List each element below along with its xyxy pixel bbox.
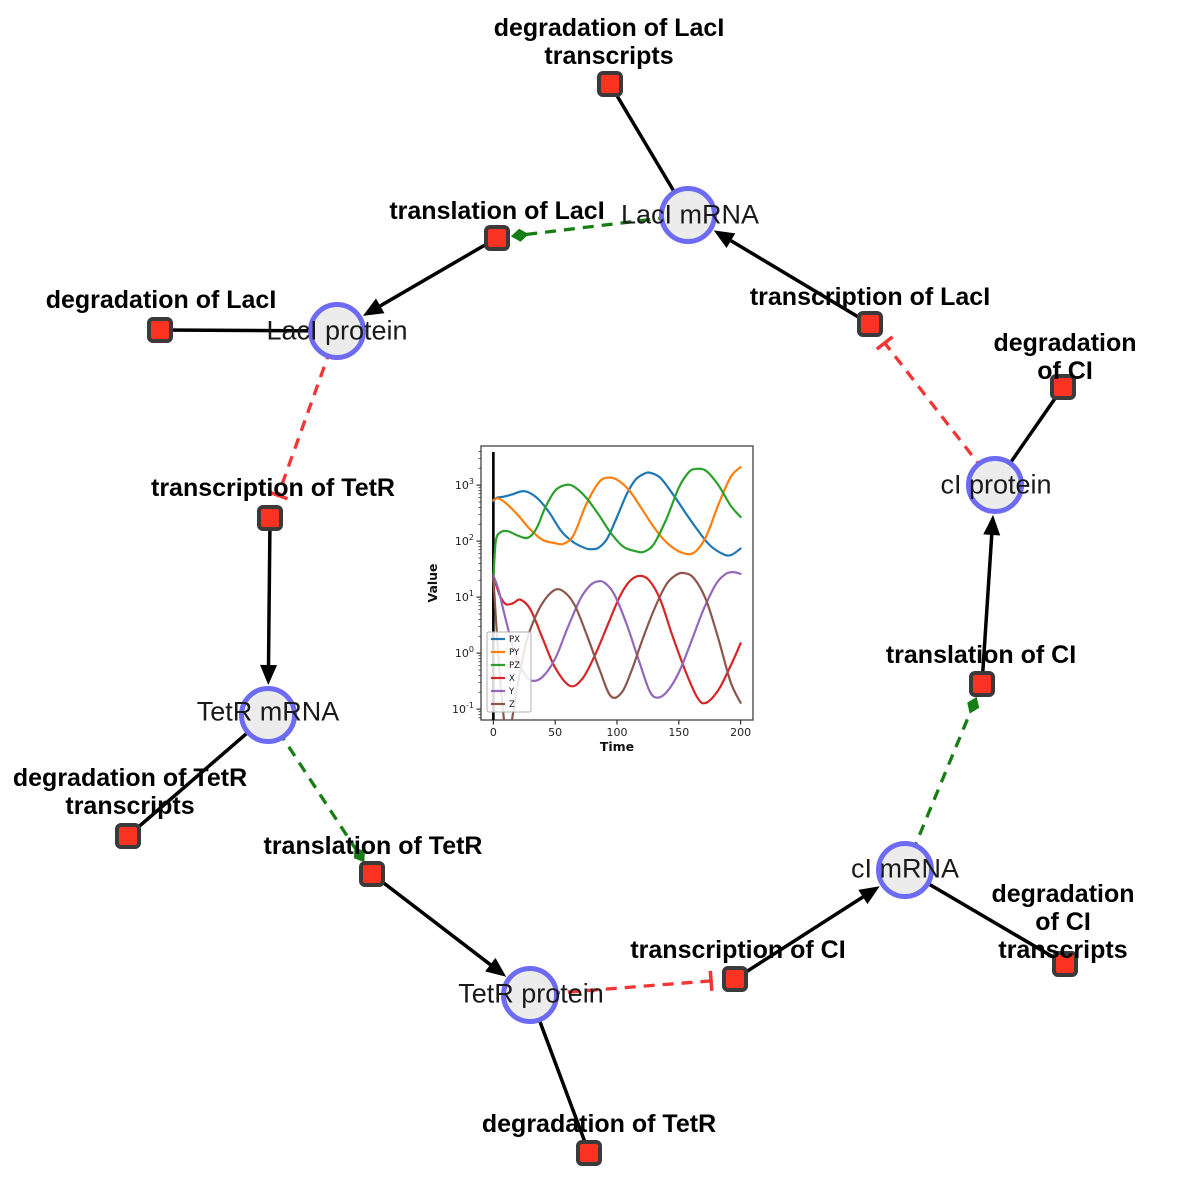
edge-arrow-txn-tetr-tetr-mrna <box>260 517 278 686</box>
series-z <box>492 571 742 720</box>
species-node-tetr-mrna[interactable] <box>239 686 297 744</box>
edge-line-tetr-mrna-deg-tetr-tx <box>126 713 270 838</box>
transl-tetr-label: translation of TetR <box>263 832 483 860</box>
simulation-plot-inset: 103 102 101 100 10-1 0 50 100 150 200 Time Value PX P… <box>424 438 770 764</box>
x-tick-label: 50 <box>548 726 562 739</box>
edge-arrow-transl-ci-ci-protein <box>980 514 1001 685</box>
reaction-node-deg-laci[interactable] <box>147 317 173 343</box>
species-node-tetr-protein[interactable] <box>501 966 559 1024</box>
legend-entry-pz: PZ <box>509 661 520 671</box>
legend-entry-px: PX <box>509 635 520 645</box>
x-axis-label: Time <box>600 739 634 754</box>
legend-entry-x: X <box>509 674 515 684</box>
reaction-node-deg-laci-tx[interactable] <box>597 71 623 97</box>
transl-laci-label: translation of LacI <box>389 197 605 225</box>
edge-line-ci-mrna-deg-ci-tx <box>904 868 1066 966</box>
reaction-node-deg-ci[interactable] <box>1050 374 1076 400</box>
species-node-ci-mrna[interactable] <box>876 841 934 899</box>
txn-tetr-label: transcription of TetR <box>151 474 395 502</box>
species-node-laci-protein[interactable] <box>308 302 366 360</box>
txn-ci-label: transcription of CI <box>630 936 846 964</box>
reaction-node-transl-laci[interactable] <box>484 225 510 251</box>
x-tick-label: 0 <box>490 726 497 739</box>
edge-arrow-transl-tetr-tetr-protein <box>370 872 507 977</box>
edge-arrow-transl-laci-laci-protein <box>362 236 498 316</box>
species-node-ci-protein[interactable] <box>966 456 1024 514</box>
reaction-node-transl-tetr[interactable] <box>359 861 385 887</box>
deg-tetr-label: degradation of TetR <box>481 1110 717 1138</box>
reaction-node-txn-laci[interactable] <box>857 311 883 337</box>
edge-inhibit-tetr-protein-txn-ci <box>529 970 714 997</box>
legend-entry-py: PY <box>509 648 520 658</box>
reaction-node-txn-tetr[interactable] <box>257 505 283 531</box>
series-px <box>492 471 742 557</box>
series-py <box>492 466 742 556</box>
x-tick-label: 150 <box>668 726 689 739</box>
edge-arrow-txn-ci-ci-mrna <box>734 886 880 981</box>
txn-laci-label: transcription of LacI <box>749 283 991 311</box>
reaction-node-transl-ci[interactable] <box>969 671 995 697</box>
edge-line-laci-protein-deg-laci <box>159 328 338 333</box>
deg-laci-tx-label: degradation of LacI transcripts <box>493 14 725 70</box>
reaction-node-deg-tetr-tx[interactable] <box>115 823 141 849</box>
edge-arrow-txn-laci-laci-mrna <box>713 230 871 326</box>
species-node-laci-mrna[interactable] <box>659 186 717 244</box>
deg-laci-label: degradation of LacI <box>45 286 277 314</box>
legend-entry-z: Z <box>509 700 515 710</box>
legend: PX PY PZ XYZ <box>486 631 532 713</box>
reaction-node-txn-ci[interactable] <box>722 966 748 992</box>
legend-entry-y: Y <box>508 687 515 697</box>
x-tick-label: 100 <box>607 726 628 739</box>
transl-ci-label: translation of CI <box>885 641 1077 669</box>
reaction-node-deg-ci-tx[interactable] <box>1052 951 1078 977</box>
series-x <box>492 574 742 705</box>
x-tick-label: 200 <box>730 726 751 739</box>
reaction-node-deg-tetr[interactable] <box>576 1140 602 1166</box>
deg-tetr-tx-label: degradation of TetR transcripts <box>12 764 248 820</box>
y-axis-label: Value <box>425 563 440 602</box>
series-pz <box>492 467 742 582</box>
